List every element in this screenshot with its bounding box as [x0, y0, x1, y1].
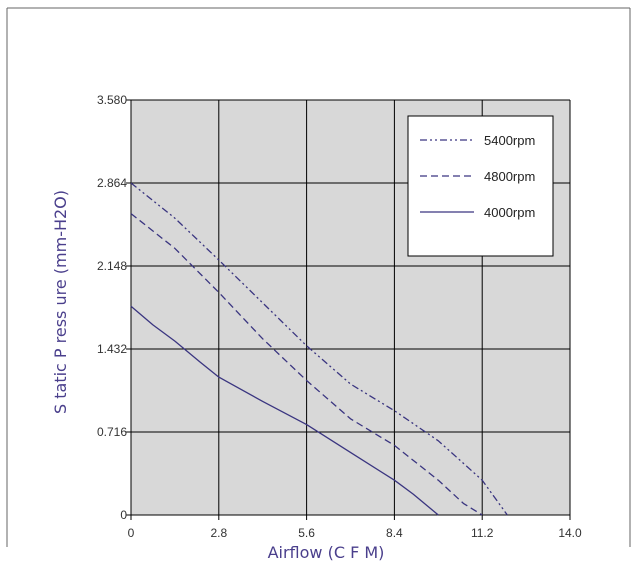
series-line-4000rpm — [130, 305, 439, 516]
y-axis-title: S tatic P ress ure (mm-H2O) — [51, 190, 70, 414]
legend-label-5400rpm: 5400rpm — [484, 133, 535, 148]
y-tick-label: 2.148 — [97, 259, 127, 273]
y-tick-label: 0 — [120, 508, 127, 522]
legend-box — [407, 115, 554, 257]
series-group — [130, 182, 508, 516]
legend-label-4000rpm: 4000rpm — [484, 205, 535, 220]
legend-label-4800rpm: 4800rpm — [484, 169, 535, 184]
y-tick-label: 0.716 — [97, 425, 127, 439]
x-tick-label: 8.4 — [386, 526, 403, 540]
y-tick-label: 3.580 — [97, 93, 127, 107]
x-tick-label: 5.6 — [298, 526, 315, 540]
x-tick-label: 11.2 — [471, 526, 494, 540]
x-tick-label: 0 — [128, 526, 135, 540]
x-axis-title: Airflow (C F M) — [268, 543, 385, 562]
legend: 5400rpm 4800rpm 4000rpm — [407, 115, 554, 257]
y-tick-label: 1.432 — [97, 342, 127, 356]
x-tick-labels: 0 2.8 5.6 8.4 11.2 14.0 — [128, 526, 582, 540]
y-tick-labels: 0 0.716 1.432 2.148 2.864 3.580 — [97, 93, 127, 522]
y-tick-label: 2.864 — [97, 176, 127, 190]
series-line-5400rpm — [130, 182, 508, 516]
x-tick-label: 14.0 — [558, 526, 582, 540]
x-tick-label: 2.8 — [210, 526, 227, 540]
